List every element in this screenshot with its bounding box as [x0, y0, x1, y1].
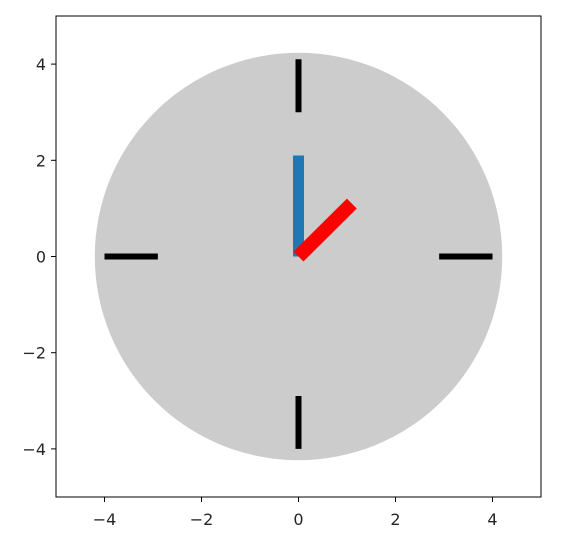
y-tick-label: 2 [36, 151, 46, 170]
x-tick-label: −2 [190, 510, 214, 529]
x-tick-label: 2 [390, 510, 400, 529]
hour-marks [104, 59, 493, 449]
y-tick-label: 4 [36, 55, 46, 74]
y-axis: −4 −2 0 2 4 [22, 55, 56, 459]
x-tick-label: −4 [93, 510, 117, 529]
plot-content [94, 52, 503, 461]
x-tick-label: 4 [487, 510, 497, 529]
x-tick-label: 0 [293, 510, 303, 529]
y-tick-label: −2 [22, 344, 46, 363]
y-tick-label: −4 [22, 440, 46, 459]
clock-hands [293, 155, 357, 262]
hand-red [293, 198, 357, 262]
y-tick-label: 0 [36, 248, 46, 267]
x-axis: −4 −2 0 2 4 [93, 497, 498, 529]
